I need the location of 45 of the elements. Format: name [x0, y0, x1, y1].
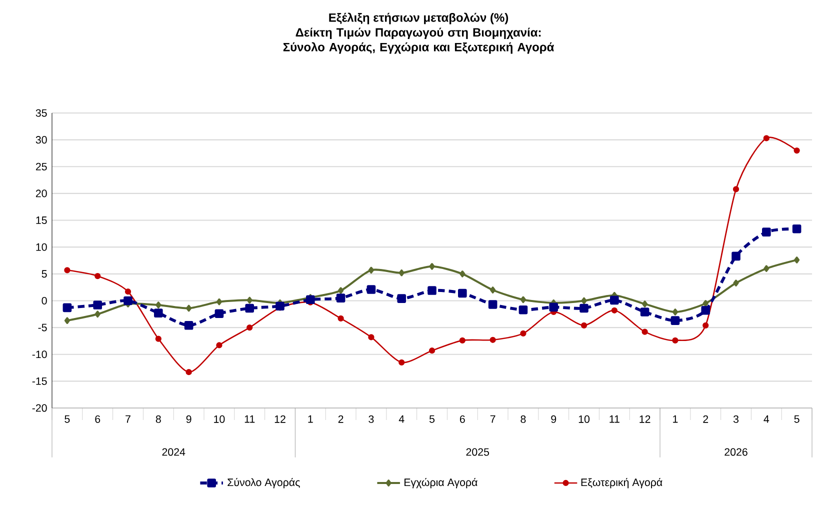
y-tick-label: 15: [36, 216, 47, 224]
legend-label: Εξωτερική Αγορά: [581, 478, 662, 488]
x-tick-label: 9: [186, 415, 192, 423]
x-tick-label: 3: [733, 415, 739, 423]
y-tick-label: -10: [32, 350, 47, 358]
y-tick-label: -20: [32, 404, 47, 412]
x-tick-label: 2: [338, 415, 344, 423]
x-tick-label: 8: [520, 415, 526, 423]
x-tick-label: 10: [214, 415, 225, 423]
y-tick-label: 0: [42, 296, 47, 305]
x-tick-label: 6: [95, 415, 100, 423]
x-tick-label: 12: [274, 415, 286, 423]
x-tick-label: 4: [398, 415, 404, 423]
x-tick-label: 11: [244, 415, 255, 423]
text: 2026: [724, 448, 748, 456]
x-tick-label: 4: [764, 415, 770, 423]
x-tick-label: 9: [551, 415, 556, 423]
x-tick-label: 7: [126, 415, 130, 423]
y-tick-label: -5: [38, 324, 47, 332]
x-tick-label: 1: [673, 415, 678, 423]
y-tick-label: 30: [36, 136, 47, 144]
x-tick-label: 6: [460, 415, 465, 423]
x-tick-label: 11: [610, 415, 620, 423]
x-tick-label: 3: [368, 415, 374, 423]
y-tick-label: 10: [36, 243, 47, 251]
text: 2025: [466, 448, 490, 456]
y-tick-label: 20: [36, 190, 47, 198]
y-tick-label: 35: [36, 109, 47, 117]
x-tick-label: 7: [490, 415, 496, 423]
x-tick-label: 5: [794, 415, 800, 423]
y-tick-label: -15: [32, 377, 47, 385]
x-tick-label: 12: [640, 415, 650, 423]
x-tick-label: 2: [703, 415, 708, 423]
chart-subtitle: Δείκτη Τιμών Παραγωγού στη Βιομηχανία: Σύνολο Αγοράς, Εγχώρια και Εξωτερική Αγορά: [283, 28, 554, 54]
x-tick-label: 5: [429, 415, 435, 423]
x-tick-label: 10: [578, 415, 590, 423]
y-tick-label: 5: [42, 270, 47, 278]
chart-title: Εξέλιξη ετήσιων μεταβολών (%): [329, 12, 508, 24]
x-tick-label: 1: [308, 415, 313, 423]
text: 2024: [162, 448, 186, 456]
legend-label: Εγχώρια Αγορά: [404, 478, 478, 488]
x-tick-label: 5: [64, 415, 70, 423]
y-tick-label: 25: [36, 162, 47, 170]
legend-label: Σύνολο Αγοράς: [228, 478, 300, 488]
x-tick-label: 8: [156, 415, 161, 423]
